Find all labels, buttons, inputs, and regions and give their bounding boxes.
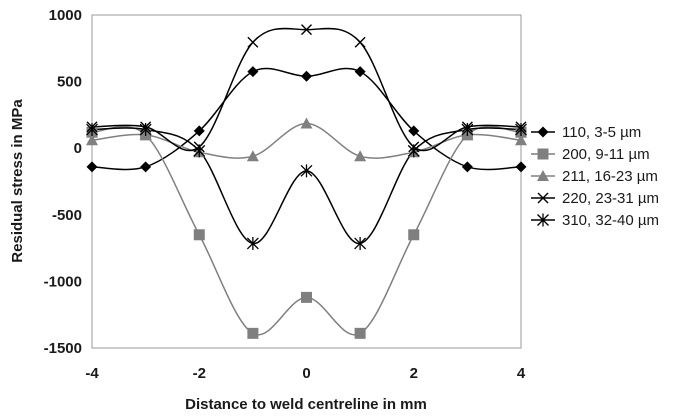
series-markers <box>86 24 527 339</box>
data-point-200-9-11-m <box>193 229 205 241</box>
data-point-310-32-40-m <box>300 164 313 178</box>
data-point-110-3-5-m <box>461 161 473 173</box>
legend-label: 211, 16-23 µm <box>562 168 658 185</box>
legend-marker-211-16-23-m <box>537 170 549 181</box>
y-tick-label: 1000 <box>49 7 82 24</box>
data-point-211-16-23-m <box>300 117 313 129</box>
x-tick-label: -4 <box>85 365 99 382</box>
data-point-220-23-31-m <box>301 24 312 36</box>
x-tick-label: -2 <box>193 365 206 382</box>
legend-label: 110, 3-5 µm <box>562 124 641 141</box>
series-line-200-9-11-m <box>91 125 522 336</box>
x-axis-title: Distance to weld centreline in mm <box>185 396 427 413</box>
x-tick-label: 2 <box>410 365 418 382</box>
data-point-310-32-40-m <box>246 236 259 250</box>
data-point-200-9-11-m <box>408 229 420 241</box>
data-point-110-3-5-m <box>408 125 420 137</box>
legend-label: 310, 32-40 µm <box>562 212 659 229</box>
series-line-220-23-31-m <box>91 27 522 152</box>
y-tick-label: 500 <box>57 74 82 91</box>
y-axis-title: Residual stress in MPa <box>9 99 26 263</box>
data-point-110-3-5-m <box>86 161 98 173</box>
legend-entry: 310, 32-40 µm <box>531 212 659 229</box>
legend-label: 220, 23-31 µm <box>562 190 659 207</box>
series-line-310-32-40-m <box>91 127 522 245</box>
legend-marker-200-9-11-m <box>537 148 549 160</box>
data-point-211-16-23-m <box>246 150 259 162</box>
data-point-200-9-11-m <box>354 327 366 339</box>
x-tick-label: 4 <box>517 365 526 382</box>
legend-entry: 220, 23-31 µm <box>531 190 659 207</box>
data-point-310-32-40-m <box>515 123 527 137</box>
data-point-211-16-23-m <box>86 134 98 146</box>
data-point-310-32-40-m <box>354 236 367 250</box>
data-point-310-32-40-m <box>193 144 206 158</box>
data-point-110-3-5-m <box>354 66 366 78</box>
data-point-211-16-23-m <box>515 134 527 146</box>
data-point-310-32-40-m <box>461 123 474 137</box>
data-point-110-3-5-m <box>247 66 259 78</box>
y-tick-label: -1500 <box>44 340 82 357</box>
data-point-200-9-11-m <box>301 291 312 303</box>
data-point-220-23-31-m <box>247 36 259 48</box>
series-line-211-16-23-m <box>91 122 522 159</box>
legend-marker-220-23-31-m <box>537 192 549 204</box>
axis-ticks: 1000 500 0 -500 -1000 -1500-4 -2 0 2 4 <box>44 7 526 382</box>
legend-entry: 200, 9-11 µm <box>531 146 650 163</box>
legend-entry: 211, 16-23 µm <box>531 168 658 185</box>
data-point-110-3-5-m <box>140 161 152 173</box>
data-point-211-16-23-m <box>354 150 367 162</box>
y-tick-label: -500 <box>52 207 82 224</box>
data-point-110-3-5-m <box>515 161 527 173</box>
plot-area-frame <box>91 14 522 349</box>
legend-marker-110-3-5-m <box>537 126 549 138</box>
data-point-200-9-11-m <box>247 327 259 339</box>
data-point-310-32-40-m <box>139 123 152 137</box>
legend-label: 200, 9-11 µm <box>562 146 650 163</box>
legend-entry: 110, 3-5 µm <box>531 124 641 141</box>
data-point-310-32-40-m <box>86 123 98 137</box>
y-tick-label: 0 <box>74 140 82 157</box>
data-point-110-3-5-m <box>301 70 312 82</box>
data-point-310-32-40-m <box>407 144 420 158</box>
legend-marker-310-32-40-m <box>537 213 549 227</box>
legend: 110, 3-5 µm 200, 9-11 µm 211, 16-23 µm 220,… <box>531 124 659 229</box>
data-point-110-3-5-m <box>193 125 205 137</box>
data-point-220-23-31-m <box>354 36 366 48</box>
x-tick-label: 0 <box>302 365 310 382</box>
y-tick-label: -1000 <box>44 273 82 290</box>
